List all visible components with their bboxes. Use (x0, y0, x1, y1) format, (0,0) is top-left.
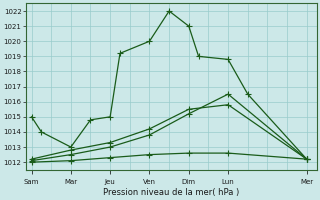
X-axis label: Pression niveau de la mer( hPa ): Pression niveau de la mer( hPa ) (103, 188, 239, 197)
